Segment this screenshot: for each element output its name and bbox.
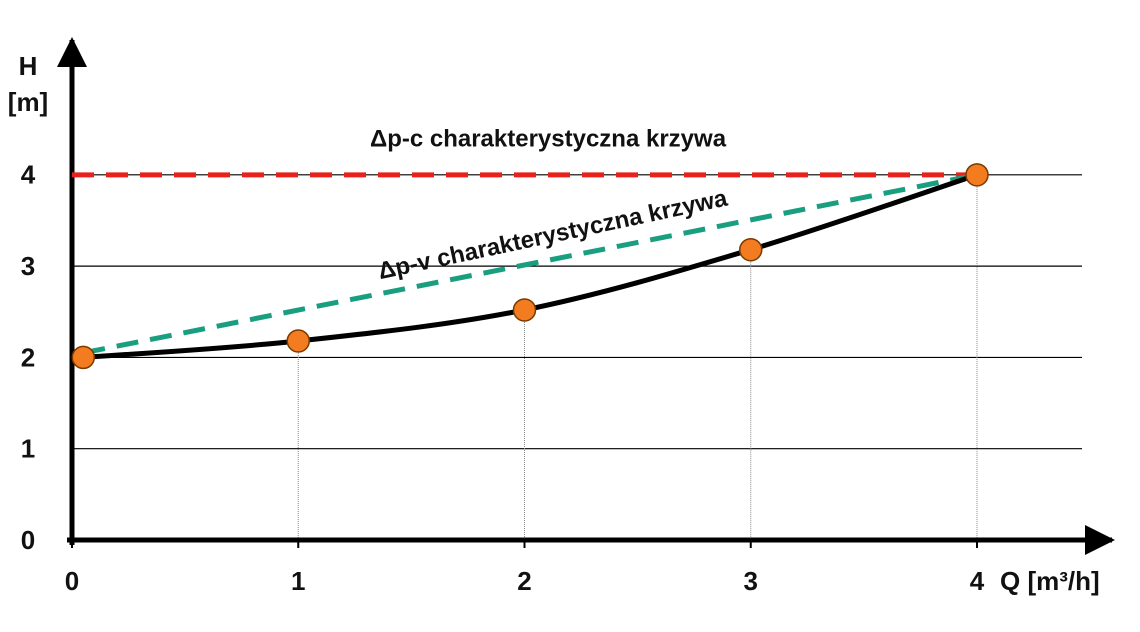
series-label: Δp-c charakterystyczna krzywa (370, 125, 727, 152)
y-axis-label: H (19, 51, 38, 81)
x-tick-label: 4 (970, 566, 985, 596)
y-tick-label: 1 (21, 434, 35, 464)
marker (71, 345, 96, 370)
y-tick-label: 4 (21, 160, 36, 190)
guides (297, 174, 978, 540)
marker (286, 329, 310, 353)
marker (965, 163, 989, 187)
y-tick-label: 2 (21, 342, 35, 372)
x-tick-label: 3 (744, 566, 758, 596)
x-tick-label: 0 (65, 566, 79, 596)
x-axis-label: Q [m³/h] (1000, 566, 1100, 596)
x-tick-label: 1 (291, 566, 305, 596)
y-tick-label: 3 (21, 251, 35, 281)
y-tick-label: 0 (21, 525, 35, 555)
marker (739, 237, 763, 262)
grid (72, 174, 1082, 450)
series-line (82, 172, 978, 356)
y-axis-label-unit: [m] (8, 87, 48, 117)
x-tick-label: 2 (517, 566, 531, 596)
plot (71, 163, 989, 370)
marker (512, 298, 537, 322)
